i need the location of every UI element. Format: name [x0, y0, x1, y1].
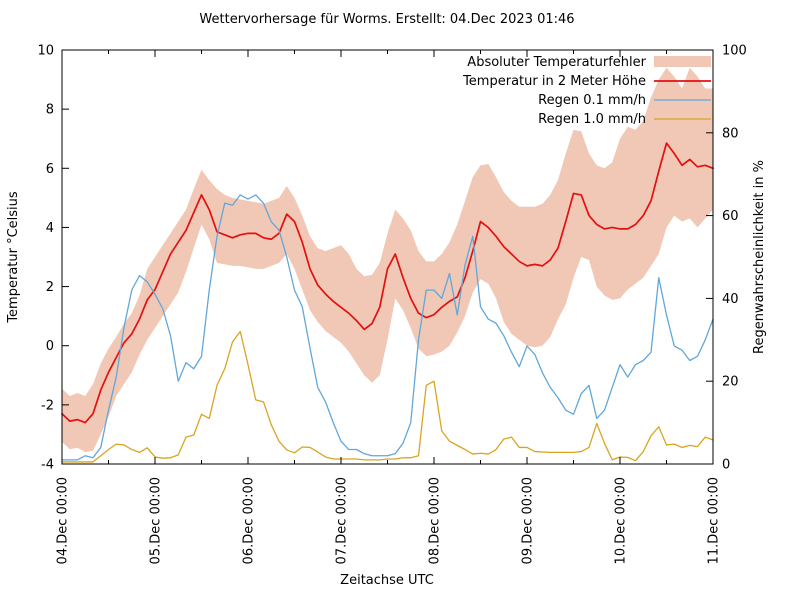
y-left-tick-label: 4 [46, 221, 54, 236]
x-axis-label: Zeitachse UTC [340, 573, 434, 588]
y-right-tick-label: 80 [722, 126, 739, 141]
y-right-tick-label: 20 [722, 375, 739, 390]
x-tick-label: 10.Dec 00:00 [614, 477, 629, 564]
x-tick-label: 06.Dec 00:00 [242, 477, 257, 564]
x-tick-label: 07.Dec 00:00 [335, 477, 350, 564]
rain-01-line [61, 194, 714, 461]
x-tick-label: 11.Dec 00:00 [707, 477, 722, 564]
axis-ticks [61, 49, 714, 465]
legend-label-rain10: Regen 1.0 mm/h [538, 112, 646, 127]
y-left-tick-label: -4 [41, 458, 54, 473]
y-left-tick-label: 10 [37, 44, 54, 59]
y-right-tick-label: 100 [722, 44, 747, 59]
y-right-tick-label: 40 [722, 292, 739, 307]
y-left-tick-label: -2 [41, 398, 54, 413]
y-left-tick-label: 6 [46, 162, 54, 177]
legend-label-temperature: Temperatur in 2 Meter Höhe [462, 74, 646, 89]
x-tick-label: 05.Dec 00:00 [149, 477, 164, 564]
temperature-line [61, 142, 714, 424]
y-left-tick-label: 2 [46, 280, 54, 295]
legend-swatches [654, 56, 711, 120]
y-left-tick-label: 0 [46, 339, 54, 354]
legend-swatch-error-band [654, 56, 711, 67]
plot-series [61, 67, 714, 463]
chart-title: Wettervorhersage für Worms. Erstellt: 04… [199, 12, 574, 27]
y-left-tick-label: 8 [46, 103, 54, 118]
temperature-error-band [62, 67, 713, 453]
x-tick-label: 09.Dec 00:00 [521, 477, 536, 564]
y-right-tick-label: 0 [722, 458, 730, 473]
y-right-tick-label: 60 [722, 209, 739, 224]
y-right-axis-label: Regenwahrscheinlichkeit in % [752, 160, 767, 354]
legend-label-rain01: Regen 0.1 mm/h [538, 93, 646, 108]
legend: Absoluter Temperaturfehler Temperatur in… [462, 55, 711, 127]
x-tick-label: 04.Dec 00:00 [56, 477, 71, 564]
y-left-axis-label: Temperatur °Celsius [6, 191, 21, 324]
x-tick-label: 08.Dec 00:00 [428, 477, 443, 564]
rain-10-line [61, 330, 714, 463]
legend-label-error-band: Absoluter Temperaturfehler [467, 55, 646, 70]
